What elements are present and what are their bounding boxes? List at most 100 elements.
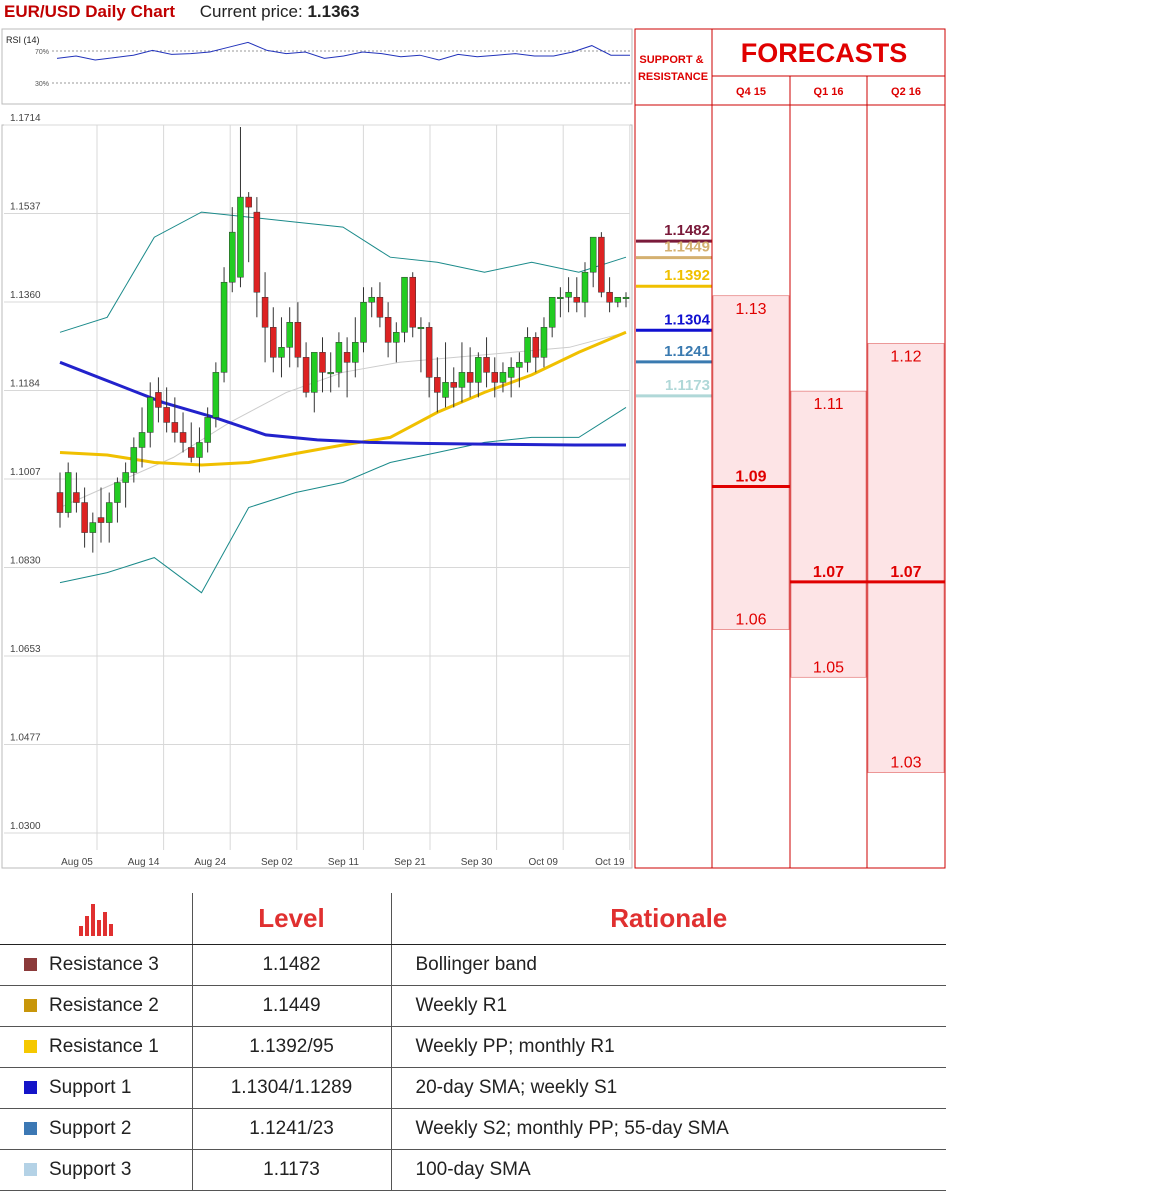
row-rationale: Weekly R1 [391, 985, 946, 1027]
forecast-high-label: 1.13 [735, 301, 766, 318]
table-row: Resistance 1 1.1392/95 Weekly PP; monthl… [0, 1026, 946, 1068]
candle [557, 287, 564, 318]
rsi-line [56, 41, 630, 61]
candle-body [204, 417, 211, 443]
candle [606, 277, 613, 313]
chart-header: EUR/USD Daily Chart Current price: 1.136… [4, 2, 359, 26]
y-tick-label: 1.0653 [10, 644, 41, 655]
rsi-label: RSI (14) [6, 35, 40, 45]
table-row: Support 1 1.1304/1.1289 20-day SMA; week… [0, 1067, 946, 1109]
candle [598, 232, 605, 298]
candle-body [97, 517, 105, 523]
forecast-title: FORECASTS [741, 38, 908, 68]
candle [573, 277, 581, 313]
candle-body [425, 327, 433, 378]
row-name: Resistance 3 [49, 954, 159, 975]
x-tick-label: Sep 21 [394, 857, 426, 868]
candle [393, 322, 400, 363]
x-tick-label: Sep 30 [461, 857, 493, 868]
rationale-header: Rationale [391, 893, 946, 945]
table-row: Support 2 1.1241/23 Weekly S2; monthly P… [0, 1108, 946, 1150]
candle-body [622, 296, 630, 299]
candle [499, 362, 507, 393]
candle-body [409, 276, 416, 328]
sr-level-label: 1.1173 [665, 377, 710, 394]
sma-yellow-line [59, 330, 627, 467]
candle [261, 272, 269, 363]
candle-body [589, 236, 597, 273]
legend-swatch [24, 958, 37, 971]
sr-level-label: 1.1241 [664, 343, 710, 360]
price-label: Current price: [199, 2, 303, 21]
candle-body [507, 367, 515, 378]
candle-body [557, 296, 564, 299]
candle [335, 332, 343, 388]
row-name: Support 3 [49, 1159, 132, 1180]
candle [507, 357, 515, 398]
candle-body [499, 372, 507, 383]
row-rationale: Weekly S2; monthly PP; 55-day SMA [391, 1108, 946, 1150]
rsi-frame [1, 28, 633, 105]
candle-body [146, 397, 154, 433]
candle-body [393, 332, 400, 343]
candle [442, 342, 449, 408]
row-level: 1.1449 [192, 985, 392, 1027]
candle [532, 332, 540, 373]
candle-body [573, 296, 581, 303]
candle-body [294, 322, 302, 358]
row-name: Resistance 1 [49, 1036, 159, 1057]
candle [130, 437, 138, 483]
row-rationale: Weekly PP; monthly R1 [391, 1026, 946, 1068]
candle-body [130, 447, 138, 473]
x-tick-label: Aug 05 [61, 857, 93, 868]
candle-body [450, 382, 457, 388]
rsi-upper-label: 70% [35, 49, 49, 56]
candle [450, 367, 457, 408]
candle-body [261, 296, 269, 328]
y-tick-label: 1.0477 [10, 733, 41, 744]
row-name: Support 1 [49, 1077, 132, 1098]
row-rationale: 100-day SMA [391, 1149, 946, 1191]
candle [376, 282, 384, 328]
y-tick-label: 1.1714 [10, 113, 41, 124]
forecast-low-label: 1.05 [813, 659, 844, 676]
row-name: Resistance 2 [49, 995, 159, 1016]
candle [425, 322, 433, 398]
candle [270, 307, 277, 373]
candle [589, 236, 597, 288]
candle [278, 317, 285, 378]
chart-canvas: RSI (14) 70% 30% 1.1714 1.1537 1.1360 1.118… [1, 28, 946, 869]
candle [204, 407, 211, 453]
row-level: 1.1392/95 [192, 1026, 392, 1068]
candle [516, 352, 523, 388]
candle-body [196, 442, 203, 458]
forecast-high-label: 1.12 [890, 348, 921, 365]
forecast-high-label: 1.11 [814, 396, 844, 413]
candle-body [376, 296, 384, 318]
candle-body [253, 211, 261, 293]
candle-body [278, 347, 285, 358]
forecast-quarter-label: Q4 15 [736, 86, 766, 98]
candle [483, 337, 490, 388]
candle [138, 407, 146, 468]
x-tick-label: Aug 24 [194, 857, 226, 868]
y-tick-label: 1.0300 [10, 821, 41, 832]
forecast-range-bar [712, 295, 790, 630]
forecast-panel: FORECASTS Q4 15 1.13 1.09 1.06 Q1 16 1.11 1.07… [711, 28, 946, 869]
candle-body [565, 291, 572, 298]
candle [171, 397, 179, 443]
row-level: 1.1482 [192, 944, 392, 986]
candle [187, 422, 195, 463]
candle [294, 302, 302, 368]
candle-body [598, 236, 605, 293]
candle-body [417, 327, 425, 330]
forecast-median-label: 1.07 [890, 564, 921, 581]
row-name: Support 2 [49, 1118, 132, 1139]
row-rationale: Bollinger band [391, 944, 946, 986]
candle [220, 267, 228, 383]
candle [122, 462, 129, 508]
candle [327, 352, 334, 393]
sr-level-label: 1.1304 [664, 311, 711, 328]
candle [179, 412, 187, 453]
y-tick-label: 1.1360 [10, 290, 41, 301]
